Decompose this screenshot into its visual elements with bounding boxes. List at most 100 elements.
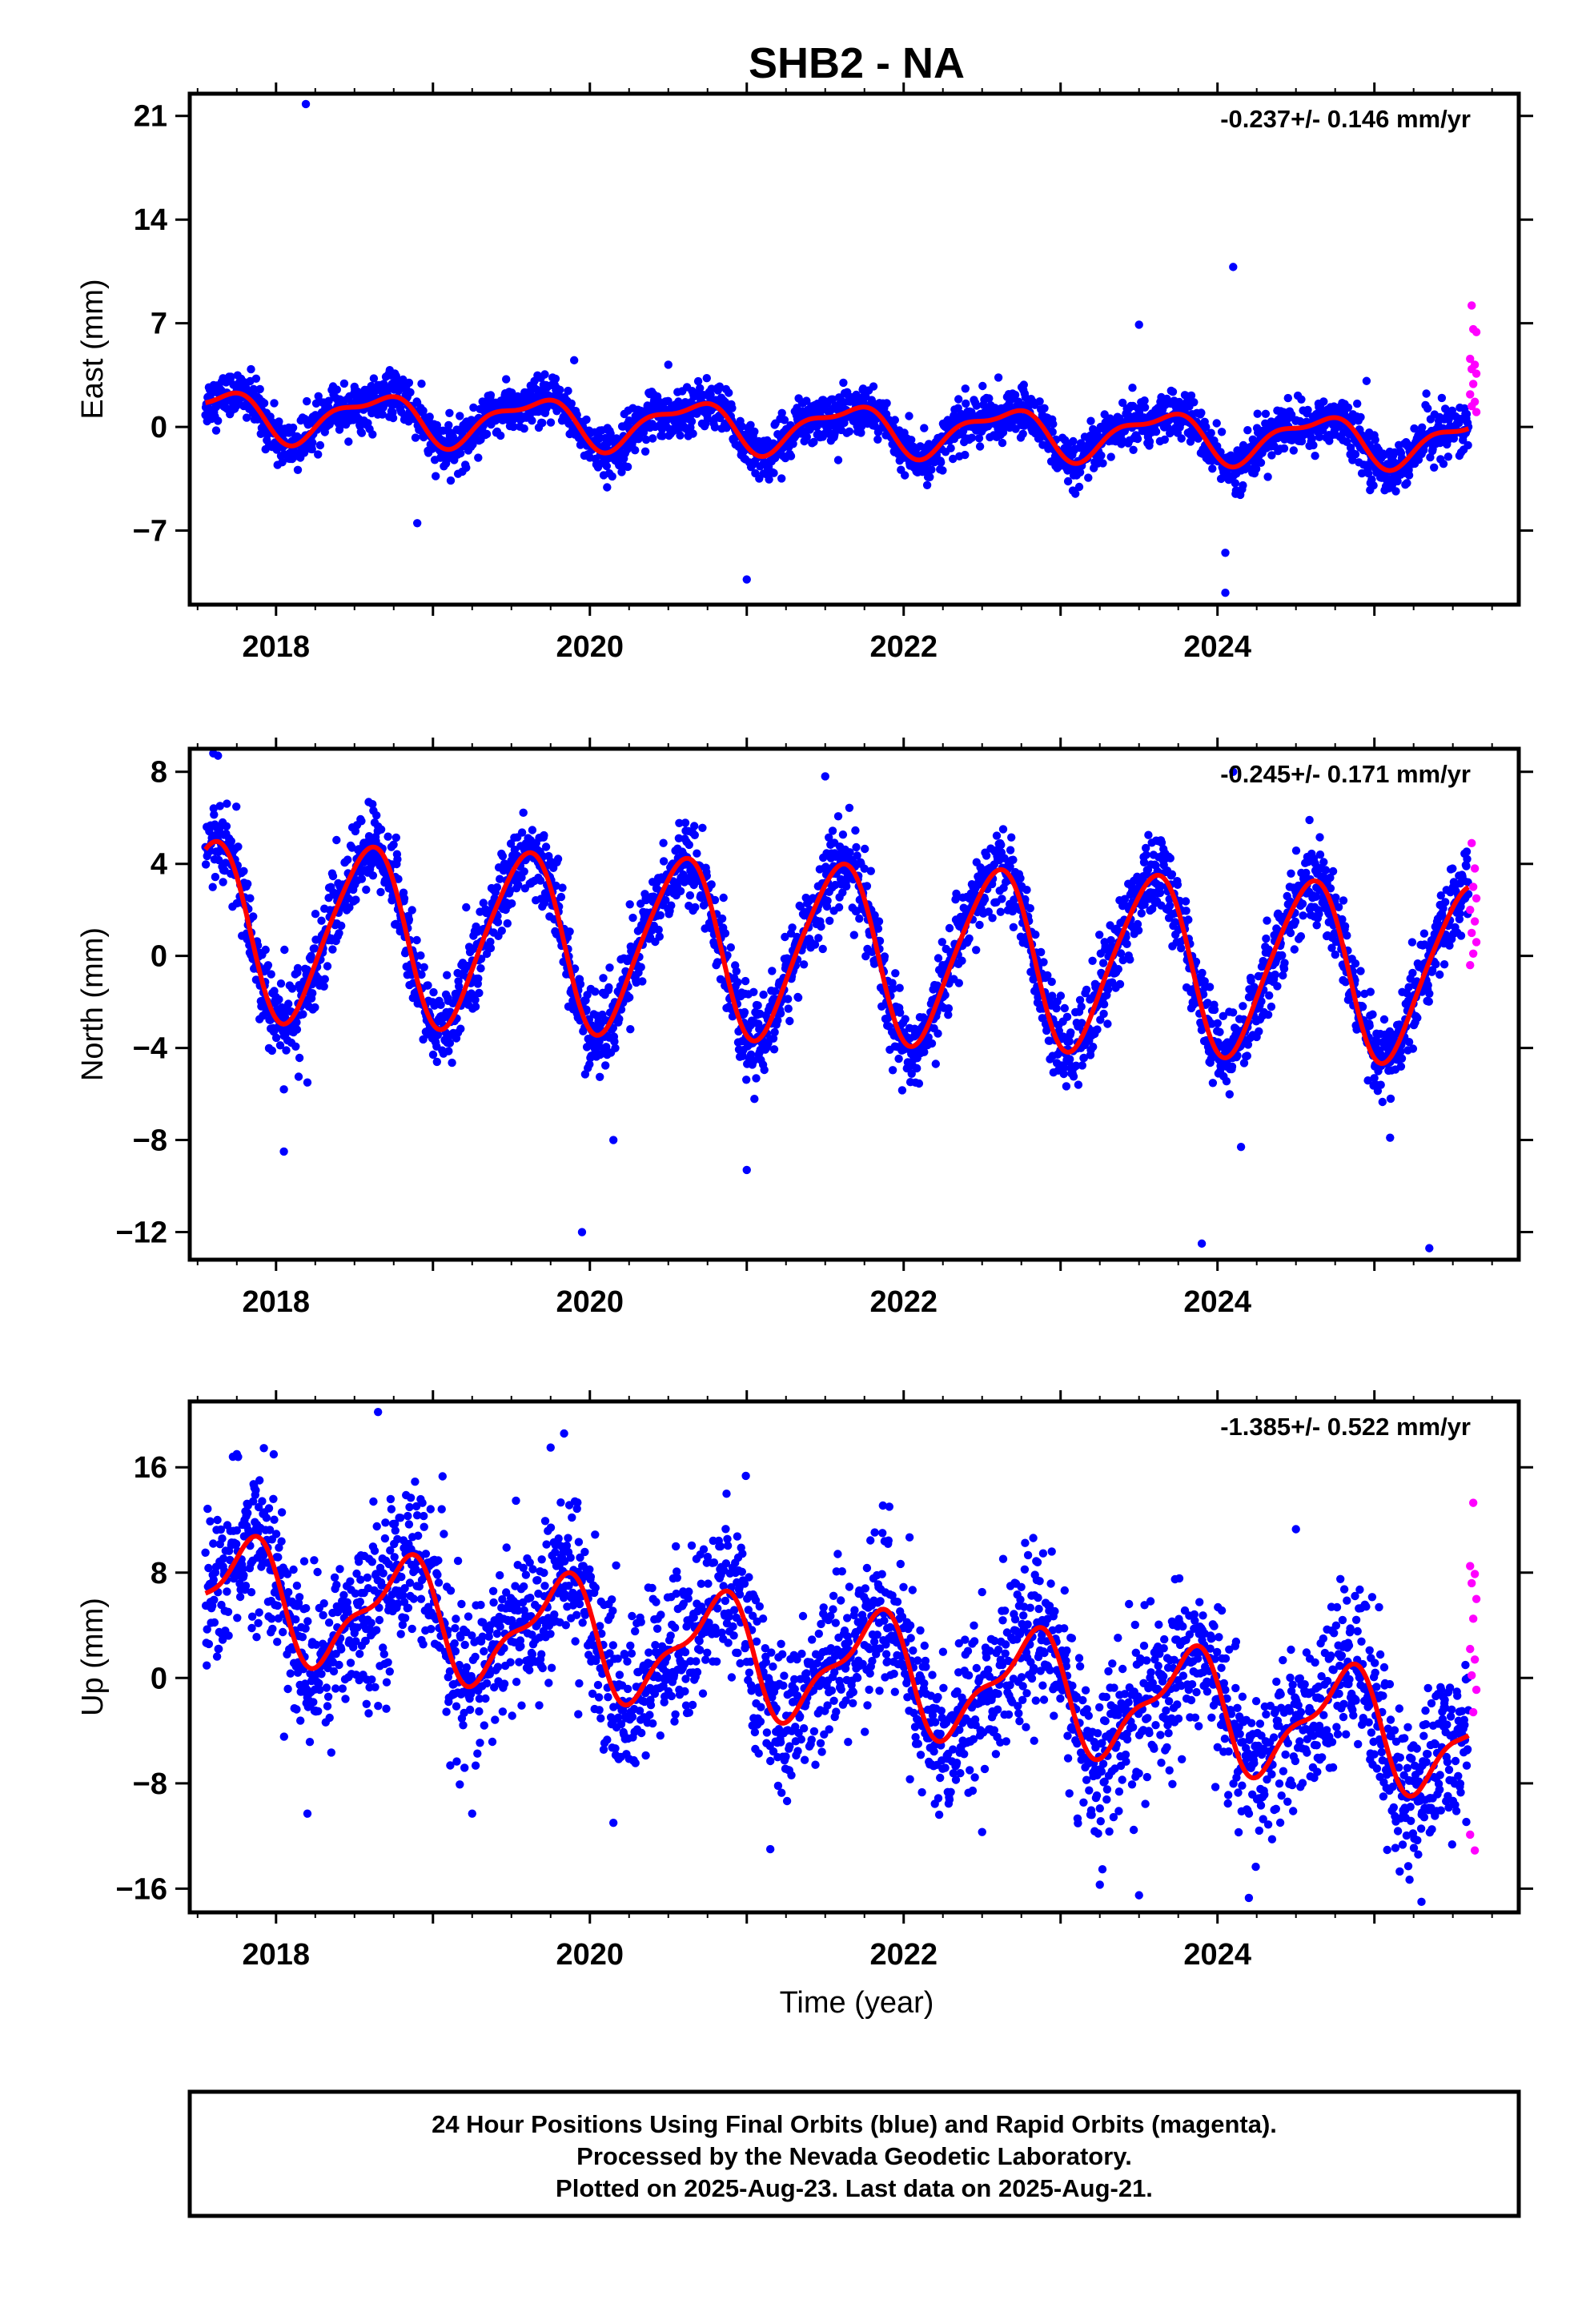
final-orbit-point: [834, 903, 844, 912]
final-orbit-point: [603, 483, 612, 492]
final-orbit-point: [849, 931, 859, 939]
final-orbit-point: [988, 914, 997, 923]
final-orbit-point: [519, 808, 528, 817]
final-orbit-point: [851, 826, 860, 835]
final-orbit-point: [1115, 979, 1125, 989]
final-orbit-point: [339, 379, 349, 388]
final-orbit-point: [648, 434, 657, 443]
final-orbit-point: [425, 412, 434, 421]
final-orbit-point: [389, 840, 398, 850]
final-orbit-point: [565, 927, 574, 936]
final-orbit-point: [1037, 947, 1046, 957]
final-orbit-point: [249, 912, 258, 921]
final-orbit-point: [1098, 959, 1108, 967]
final-orbit-point: [416, 951, 425, 960]
final-orbit-point: [520, 424, 528, 433]
final-orbit-point: [978, 381, 987, 391]
final-orbit-point: [681, 818, 690, 827]
final-orbit-point: [1122, 939, 1131, 949]
final-orbit-point: [335, 929, 343, 938]
final-orbit-point: [958, 956, 966, 965]
final-orbit-point: [638, 977, 647, 986]
final-orbit-point: [691, 903, 700, 912]
final-orbit-point: [631, 446, 640, 455]
final-orbit-point: [1343, 403, 1353, 412]
final-orbit-point: [897, 1086, 907, 1095]
final-orbit-point: [1126, 955, 1134, 964]
final-orbit-point: [314, 450, 323, 459]
final-orbit-point: [874, 917, 884, 926]
final-orbit-point: [1084, 473, 1093, 482]
final-orbit-point: [299, 1010, 307, 1019]
final-orbit-point: [280, 945, 289, 955]
final-orbit-point: [315, 440, 325, 450]
final-orbit-point: [201, 860, 211, 869]
final-orbit-point: [1186, 391, 1196, 400]
final-orbit-point: [625, 900, 634, 909]
final-orbit-point: [1056, 991, 1066, 1000]
final-orbit-point: [1089, 1043, 1098, 1051]
final-orbit-point: [786, 452, 796, 460]
final-orbit-point: [873, 924, 883, 933]
final-orbit-point: [433, 1031, 443, 1039]
final-orbit-point: [307, 951, 315, 960]
final-orbit-point: [443, 971, 452, 979]
final-orbit-point: [752, 1074, 761, 1083]
final-orbit-point: [974, 434, 984, 443]
final-orbit-point: [251, 374, 261, 383]
final-orbit-point: [1426, 452, 1435, 462]
final-orbit-point: [738, 1051, 748, 1060]
x-tick-label: 2020: [556, 630, 624, 664]
final-orbit-point: [1251, 464, 1261, 473]
final-orbit-point: [659, 857, 669, 866]
final-orbit-point: [1208, 464, 1217, 473]
final-orbit-point: [444, 1047, 453, 1055]
final-orbit-point: [1287, 410, 1296, 419]
final-orbit-point: [962, 399, 970, 408]
final-orbit-point: [768, 967, 777, 975]
final-orbit-point: [914, 1079, 924, 1088]
final-orbit-point: [343, 855, 352, 864]
final-orbit-point: [1403, 479, 1411, 488]
final-orbit-point: [444, 420, 453, 430]
final-orbit-point: [1062, 1082, 1071, 1091]
final-orbit-point: [383, 832, 392, 841]
final-orbit-point: [624, 416, 633, 425]
final-orbit-point: [654, 925, 663, 935]
final-orbit-point: [288, 423, 298, 432]
final-orbit-point: [311, 910, 320, 919]
final-orbit-point: [319, 982, 328, 991]
final-orbit-point: [608, 1023, 617, 1032]
final-orbit-point: [880, 952, 889, 961]
final-orbit-point: [486, 391, 496, 400]
final-orbit-point: [1207, 428, 1215, 437]
final-orbit-point: [753, 1001, 762, 1010]
final-orbit-point: [972, 401, 982, 410]
final-orbit-point: [368, 871, 378, 880]
final-orbit-point: [725, 388, 733, 397]
final-orbit-point: [227, 837, 235, 846]
final-orbit-point: [934, 954, 943, 963]
rapid-orbit-point: [1468, 380, 1478, 388]
final-orbit-point: [626, 1025, 635, 1034]
final-orbit-point: [1128, 384, 1137, 392]
final-orbit-point: [1311, 452, 1319, 460]
final-orbit-point: [852, 842, 861, 852]
final-orbit-point: [817, 922, 825, 931]
final-orbit-point: [247, 364, 255, 374]
final-orbit-point: [275, 995, 283, 1004]
final-orbit-point: [685, 891, 695, 900]
final-orbit-point: [1007, 833, 1016, 842]
final-orbit-point: [1239, 480, 1247, 490]
final-orbit-point: [659, 838, 668, 847]
final-orbit-point: [628, 913, 637, 923]
final-orbit-point: [215, 802, 224, 810]
final-orbit-point: [243, 879, 252, 888]
final-orbit-point: [825, 916, 834, 926]
final-orbit-point: [1062, 1012, 1072, 1022]
final-orbit-point: [1074, 482, 1084, 492]
final-orbit-point: [802, 396, 811, 405]
final-orbit-point: [769, 468, 778, 477]
final-orbit-point: [710, 423, 720, 432]
